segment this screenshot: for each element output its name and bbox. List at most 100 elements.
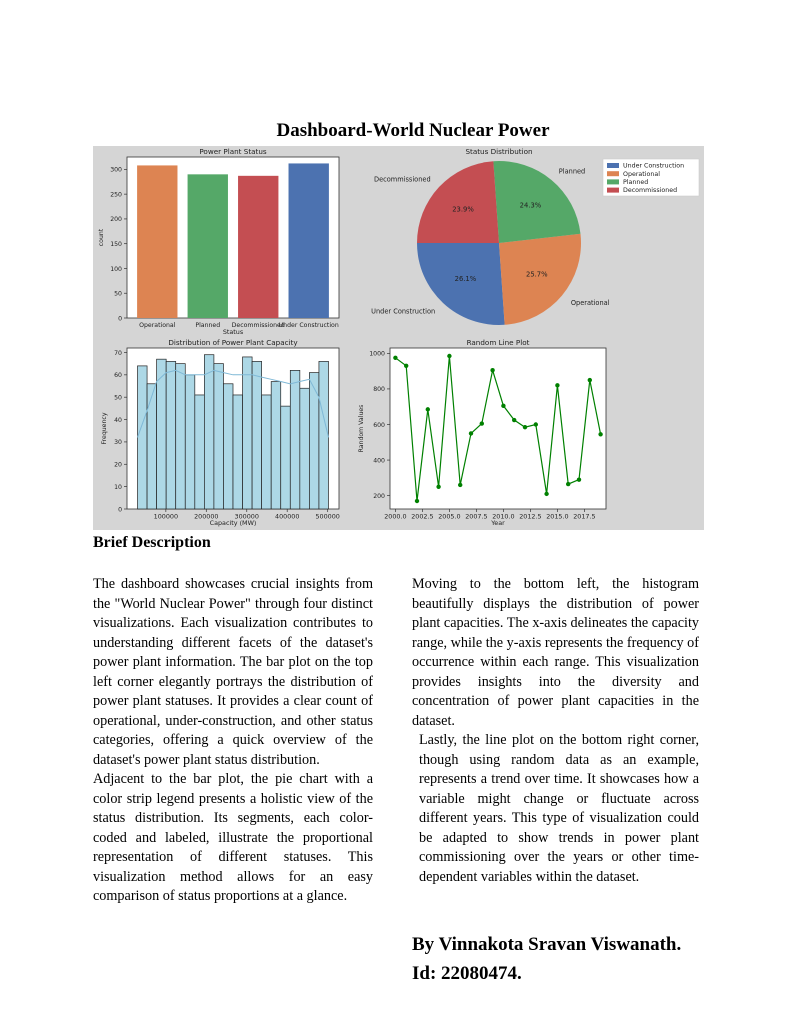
line-plot-point	[512, 417, 517, 423]
bar-chart-xlabel: Status	[223, 328, 244, 336]
pie-legend-swatch	[607, 187, 619, 193]
line-plot-xtick-label: 2005.0	[438, 513, 460, 521]
pie-legend-label: Planned	[623, 179, 648, 186]
pie-slice-planned	[493, 161, 581, 243]
bar-chart-ytick-label: 50	[114, 291, 122, 298]
histogram-ylabel: Frequency	[101, 412, 108, 444]
histogram-bar	[280, 405, 291, 510]
line-plot-point	[598, 432, 603, 437]
pie-value-label: 24.3%	[520, 201, 542, 209]
histogram-bar	[309, 372, 320, 510]
line-plot-point	[458, 482, 463, 488]
pie-slice-operational	[499, 233, 581, 325]
line-plot-point	[393, 355, 398, 360]
histogram-xtick-label: 300000	[235, 513, 259, 521]
line-plot-point	[468, 431, 474, 436]
histogram-bar	[242, 356, 253, 510]
line-plot-point	[522, 424, 528, 430]
pie-legend-swatch	[607, 163, 619, 168]
line-plot-point	[414, 498, 420, 504]
histogram-bar	[165, 361, 177, 510]
description-left-column: The dashboard showcases crucial insights…	[93, 575, 373, 907]
bar-chart-ylabel: count	[98, 228, 105, 246]
bar-operational	[137, 165, 178, 318]
line-plot-xlabel: Year	[490, 519, 505, 527]
line-plot-ytick-label: 200	[373, 493, 385, 500]
bar-under-construction	[288, 163, 329, 318]
histogram-bar	[146, 383, 157, 510]
line-plot-ytick-label: 1000	[369, 351, 385, 358]
dashboard-charts: Power Plant Status050100150200250300Oper…	[98, 147, 700, 527]
bar-chart-ytick-label: 250	[110, 191, 122, 198]
line-plot-ytick-label: 400	[373, 457, 385, 464]
line-plot-point	[533, 422, 538, 427]
pie-chart-title: Status Distribution	[465, 147, 532, 156]
line-plot-xtick-label: 2000.0	[384, 513, 406, 521]
student-id: Id: 22080474.	[412, 963, 522, 984]
pie-category-label: Planned	[559, 167, 585, 175]
line-plot-ytick-label: 600	[373, 422, 385, 429]
histogram-bar	[175, 363, 186, 510]
bar-chart-ytick-label: 0	[118, 315, 122, 322]
paragraph-histogram: Moving to the bottom left, the histogram…	[412, 576, 699, 729]
bar-chart-ytick-label: 200	[110, 216, 122, 223]
histogram-ytick-label: 70	[114, 350, 122, 357]
line-plot-point	[425, 407, 430, 412]
line-plot-point	[447, 353, 452, 359]
line-plot-point	[555, 383, 560, 388]
line-plot-title: Random Line Plot	[467, 338, 530, 347]
line-plot-point	[587, 377, 592, 383]
line-plot-point	[404, 363, 409, 368]
histogram-bar	[213, 363, 224, 510]
line-plot-xtick-label: 2015.0	[546, 513, 568, 521]
line-plot-point	[576, 477, 582, 482]
bar-chart-ytick-label: 100	[110, 266, 122, 273]
description-right-column: Moving to the bottom left, the histogram…	[412, 575, 699, 887]
pie-category-label: Under Construction	[371, 308, 435, 316]
line-plot-xtick-label: 2017.5	[573, 513, 595, 521]
author-name: By Vinnakota Sravan Viswanath.	[412, 934, 682, 955]
histogram-ytick-label: 50	[114, 394, 122, 401]
line-plot-point	[479, 421, 484, 426]
line-plot-point	[501, 403, 506, 409]
histogram-ytick-label: 10	[114, 484, 122, 491]
line-plot-point	[490, 368, 495, 373]
histogram-title: Distribution of Power Plant Capacity	[168, 338, 298, 347]
paragraph-bar-plot: The dashboard showcases crucial insights…	[93, 576, 373, 768]
bar-chart-ytick-label: 300	[110, 167, 122, 174]
histogram-xlabel: Capacity (MW)	[210, 519, 257, 527]
pie-legend-label: Decommissioned	[623, 187, 677, 194]
histogram-xtick-label: 500000	[315, 513, 339, 521]
histogram-ytick-label: 0	[118, 506, 122, 513]
histogram-xtick-label: 400000	[275, 513, 299, 521]
histogram-bar	[232, 394, 243, 510]
histogram-kde-line	[137, 369, 329, 438]
bar-chart-title: Power Plant Status	[199, 147, 267, 156]
line-plot-xtick-label: 2002.5	[411, 513, 433, 521]
bar-planned	[187, 174, 228, 318]
histogram-bar	[318, 361, 329, 510]
line-plot-series	[395, 355, 602, 502]
page-title: Dashboard-World Nuclear Power	[276, 120, 550, 141]
pie-legend-swatch	[607, 171, 619, 177]
histogram-xtick-label: 100000	[154, 513, 178, 521]
histogram-bar	[251, 361, 262, 510]
histogram-ytick-label: 60	[114, 372, 122, 379]
section-title: Brief Description	[93, 534, 211, 551]
histogram-bar	[299, 387, 310, 510]
histogram-bar	[156, 358, 167, 510]
dashboard-image: Power Plant Status 0 50 100 150 200 250 300 Oper…	[93, 146, 704, 530]
bar-chart-xtick-label: Operational	[139, 322, 176, 329]
line-plot-xtick-label: 2010.0	[492, 513, 514, 521]
histogram-bar	[204, 354, 215, 510]
histogram-xtick-label: 200000	[194, 513, 218, 521]
histogram-bar	[261, 394, 272, 510]
pie-slice-under-construction	[417, 243, 505, 325]
line-plot-point	[544, 491, 549, 497]
histogram-bar	[270, 381, 282, 510]
pie-legend-label: Under Construction	[623, 163, 684, 170]
histogram-bar	[137, 365, 148, 510]
line-plot-ylabel: Random Values	[358, 405, 365, 453]
paragraph-pie-chart: Adjacent to the bar plot, the pie chart …	[93, 771, 373, 904]
histogram-ytick-label: 40	[114, 417, 122, 424]
